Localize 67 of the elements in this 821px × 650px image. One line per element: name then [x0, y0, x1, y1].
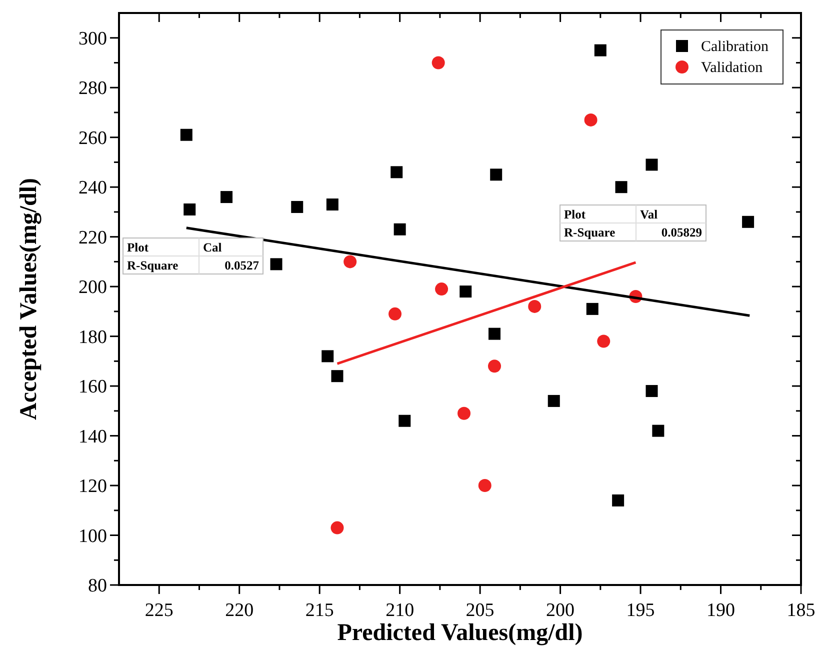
point — [597, 334, 610, 348]
annotation: 0.05829 — [661, 226, 702, 240]
annotation: Val — [640, 208, 658, 222]
point — [612, 494, 624, 506]
y-tick-label: 160 — [78, 376, 107, 398]
point — [646, 158, 658, 171]
point — [594, 44, 606, 56]
y-tick-label: 240 — [78, 178, 107, 199]
point — [388, 307, 402, 320]
point — [291, 200, 304, 213]
point — [432, 56, 445, 70]
point — [330, 521, 344, 534]
point — [326, 198, 338, 210]
x-axis-title: Predicted Values(mg/dl) — [337, 620, 583, 646]
y-tick-label: 80 — [88, 576, 107, 596]
annotation: Plot — [127, 240, 150, 254]
point — [398, 414, 411, 427]
annotation: R-Square — [564, 226, 616, 240]
y-tick-label: 300 — [78, 28, 107, 50]
x-tick-label: 200 — [546, 600, 575, 621]
point — [270, 258, 282, 270]
annotation: 0.0527 — [224, 258, 259, 272]
x-tick-label: 190 — [706, 600, 736, 621]
annotation: Plot — [564, 208, 586, 222]
point — [586, 302, 598, 315]
y-axis-title: Accepted Values(mg/dl) — [16, 178, 42, 420]
x-tick-label: 220 — [225, 600, 254, 621]
point — [331, 370, 344, 382]
point — [488, 360, 501, 373]
point — [394, 223, 406, 236]
point — [220, 191, 233, 204]
x-tick-label: 195 — [626, 600, 655, 621]
point — [458, 406, 471, 420]
point — [390, 166, 403, 178]
legend-label: Validation — [701, 60, 764, 76]
point — [528, 300, 542, 313]
y-tick-label: 100 — [78, 526, 107, 547]
y-tick-label: 120 — [78, 476, 107, 498]
y-tick-label: 280 — [78, 78, 107, 100]
point — [344, 255, 357, 268]
point — [742, 216, 754, 228]
annotation: R-Square — [127, 258, 179, 272]
point — [652, 424, 664, 437]
point — [184, 203, 196, 216]
point — [488, 328, 500, 340]
x-tick-label: 205 — [466, 600, 494, 621]
point — [478, 479, 492, 492]
point — [460, 286, 472, 298]
point — [435, 282, 448, 296]
point — [548, 394, 560, 407]
y-tick-label: 180 — [78, 326, 107, 348]
point — [584, 113, 598, 126]
annotation: Cal — [203, 240, 222, 254]
legend-label: Calibration — [701, 39, 769, 55]
point — [180, 128, 192, 141]
point — [322, 350, 334, 362]
point — [615, 181, 628, 194]
point — [490, 168, 502, 181]
y-tick-label: 140 — [78, 426, 107, 448]
x-tick-label: 185 — [786, 600, 816, 621]
point — [646, 385, 658, 398]
y-tick-label: 220 — [78, 227, 107, 248]
x-tick-label: 225 — [144, 600, 174, 621]
y-tick-label: 260 — [78, 128, 107, 149]
x-tick-label: 210 — [386, 600, 414, 621]
x-tick-label: 215 — [305, 600, 334, 621]
y-tick-label: 200 — [78, 277, 107, 298]
